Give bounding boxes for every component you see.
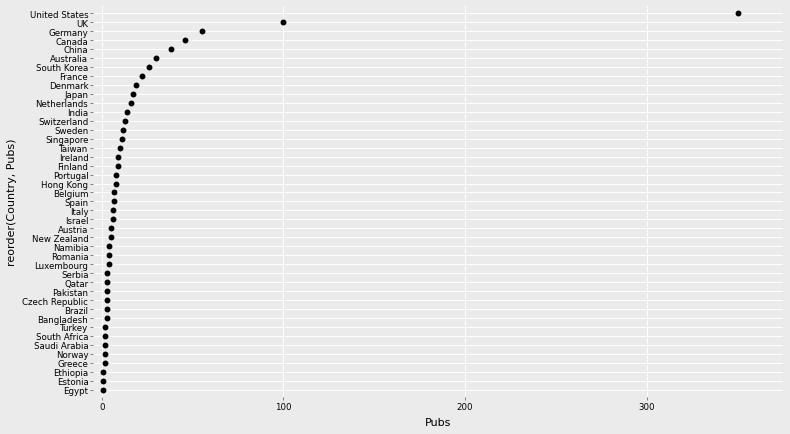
- Point: [110, 181, 122, 187]
- Point: [111, 154, 124, 161]
- Point: [110, 172, 122, 179]
- Point: [97, 386, 110, 393]
- Point: [106, 217, 118, 224]
- Point: [99, 324, 111, 331]
- Point: [101, 297, 114, 304]
- Point: [164, 46, 177, 53]
- Point: [101, 279, 114, 286]
- Point: [103, 243, 115, 250]
- Point: [104, 225, 117, 232]
- Point: [101, 306, 114, 313]
- Point: [124, 100, 137, 107]
- Point: [115, 136, 128, 143]
- Point: [121, 109, 134, 116]
- Point: [99, 359, 111, 366]
- Y-axis label: reorder(Country, Pubs): reorder(Country, Pubs): [7, 138, 17, 266]
- Point: [117, 127, 130, 134]
- Point: [103, 261, 115, 268]
- Point: [108, 198, 121, 205]
- Point: [130, 82, 142, 89]
- Point: [277, 20, 290, 26]
- Point: [104, 234, 117, 241]
- Point: [150, 56, 163, 62]
- Point: [101, 315, 114, 322]
- Point: [111, 163, 124, 170]
- Point: [179, 37, 191, 44]
- Point: [99, 351, 111, 358]
- Point: [99, 342, 111, 349]
- Point: [103, 252, 115, 259]
- X-axis label: Pubs: Pubs: [424, 417, 451, 427]
- Point: [101, 270, 114, 277]
- Point: [108, 190, 121, 197]
- Point: [101, 288, 114, 295]
- Point: [99, 333, 111, 340]
- Point: [114, 145, 126, 152]
- Point: [106, 207, 118, 214]
- Point: [126, 91, 139, 98]
- Point: [135, 73, 148, 80]
- Point: [732, 10, 744, 17]
- Point: [97, 378, 110, 385]
- Point: [142, 64, 155, 71]
- Point: [119, 118, 132, 125]
- Point: [195, 29, 208, 36]
- Point: [97, 368, 110, 375]
